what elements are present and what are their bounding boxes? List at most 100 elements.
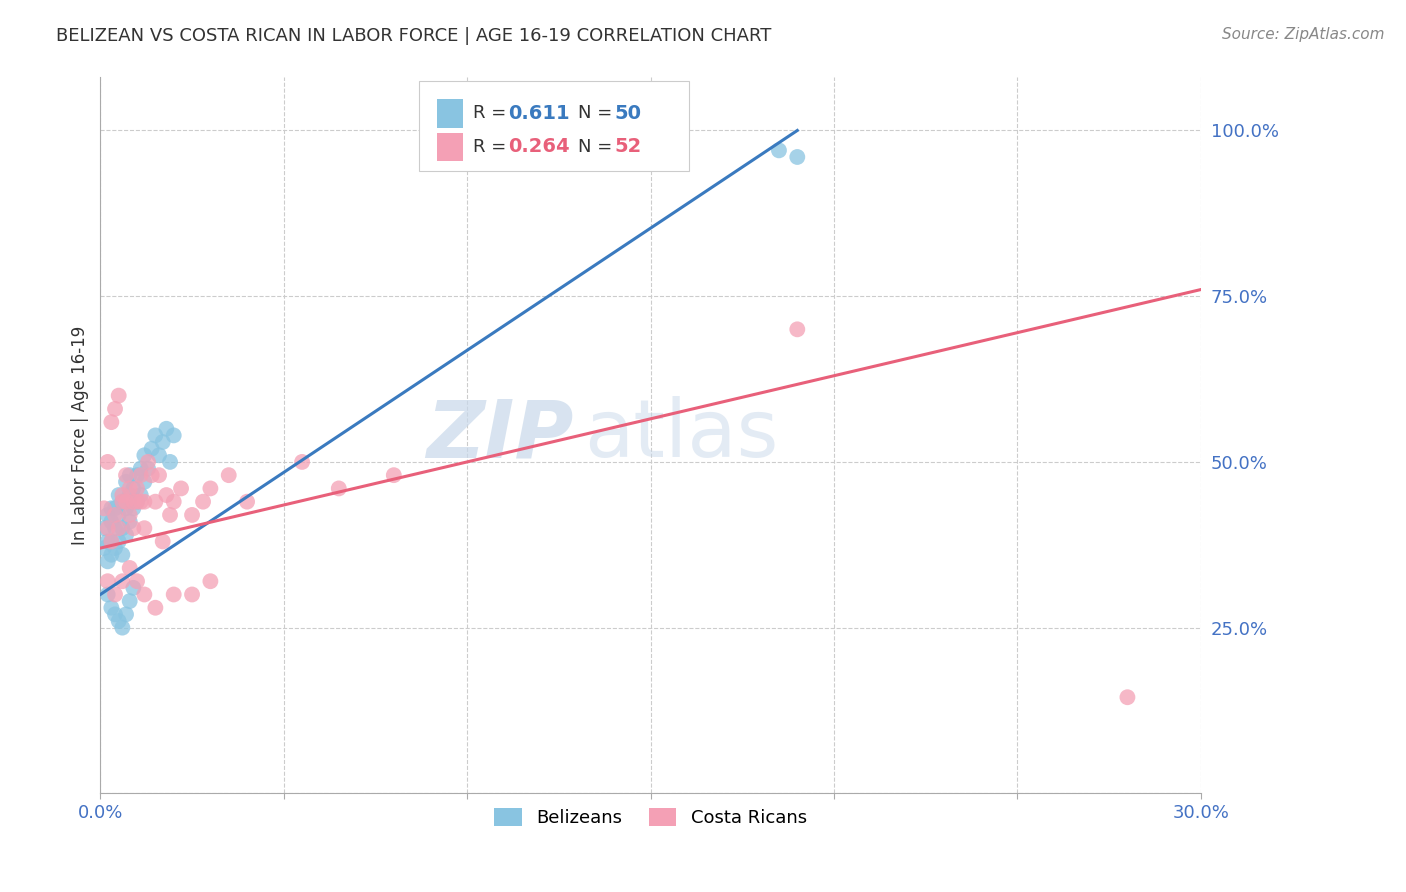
Belizeans [118, 468, 141, 483]
Costa Ricans [328, 482, 350, 496]
Belizeans [136, 461, 159, 475]
FancyBboxPatch shape [419, 81, 689, 170]
Belizeans [111, 494, 134, 508]
Costa Ricans [786, 322, 808, 336]
Costa Ricans [129, 494, 152, 508]
Belizeans [115, 501, 138, 516]
Costa Ricans [191, 494, 214, 508]
Costa Ricans [100, 415, 122, 429]
Text: N =: N = [578, 104, 619, 122]
Costa Ricans [236, 494, 259, 508]
Costa Ricans [118, 508, 141, 522]
Belizeans [100, 548, 122, 562]
Costa Ricans [136, 455, 159, 469]
Belizeans [107, 488, 129, 502]
Belizeans [129, 488, 152, 502]
Belizeans [104, 521, 127, 535]
Belizeans [122, 482, 145, 496]
Belizeans [100, 515, 122, 529]
Belizeans [148, 448, 170, 462]
Costa Ricans [115, 494, 138, 508]
Belizeans [122, 501, 145, 516]
Text: 0.611: 0.611 [509, 103, 571, 123]
Belizeans [118, 488, 141, 502]
Costa Ricans [125, 482, 148, 496]
Costa Ricans [111, 494, 134, 508]
Costa Ricans [163, 494, 186, 508]
Belizeans [115, 528, 138, 542]
Belizeans [100, 501, 122, 516]
Belizeans [111, 521, 134, 535]
Y-axis label: In Labor Force | Age 16-19: In Labor Force | Age 16-19 [72, 326, 89, 545]
Costa Ricans [382, 468, 405, 483]
Costa Ricans [111, 574, 134, 589]
Text: 0.264: 0.264 [509, 137, 571, 156]
Costa Ricans [100, 534, 122, 549]
Costa Ricans [134, 521, 156, 535]
Costa Ricans [200, 574, 222, 589]
Belizeans [107, 614, 129, 628]
Costa Ricans [93, 501, 115, 516]
Belizeans [786, 150, 808, 164]
Costa Ricans [159, 508, 181, 522]
Costa Ricans [118, 561, 141, 575]
Belizeans [163, 428, 186, 442]
Text: N =: N = [578, 138, 619, 156]
Belizeans [104, 607, 127, 622]
Costa Ricans [141, 468, 163, 483]
Belizeans [97, 587, 120, 601]
Belizeans [97, 534, 120, 549]
Belizeans [159, 455, 181, 469]
Costa Ricans [111, 488, 134, 502]
Costa Ricans [104, 508, 127, 522]
Belizeans [122, 581, 145, 595]
Belizeans [107, 508, 129, 522]
Text: R =: R = [474, 138, 512, 156]
Costa Ricans [107, 389, 129, 403]
Belizeans [125, 494, 148, 508]
Legend: Belizeans, Costa Ricans: Belizeans, Costa Ricans [488, 801, 814, 834]
Belizeans [115, 607, 138, 622]
Belizeans [134, 448, 156, 462]
Costa Ricans [148, 468, 170, 483]
Text: atlas: atlas [585, 396, 779, 475]
Costa Ricans [107, 521, 129, 535]
Belizeans [768, 144, 790, 158]
Costa Ricans [97, 521, 120, 535]
Costa Ricans [163, 587, 186, 601]
Belizeans [100, 534, 122, 549]
Belizeans [104, 501, 127, 516]
Belizeans [97, 554, 120, 568]
Belizeans [141, 442, 163, 456]
Costa Ricans [145, 494, 167, 508]
Belizeans [134, 475, 156, 489]
Belizeans [107, 534, 129, 549]
Belizeans [155, 422, 177, 436]
Costa Ricans [129, 468, 152, 483]
Costa Ricans [122, 494, 145, 508]
Costa Ricans [104, 401, 127, 416]
Belizeans [93, 541, 115, 555]
Costa Ricans [125, 574, 148, 589]
Costa Ricans [104, 587, 127, 601]
Belizeans [125, 468, 148, 483]
Costa Ricans [115, 468, 138, 483]
Costa Ricans [125, 494, 148, 508]
Text: R =: R = [474, 104, 512, 122]
Costa Ricans [134, 494, 156, 508]
Belizeans [100, 600, 122, 615]
Belizeans [115, 475, 138, 489]
Costa Ricans [181, 587, 204, 601]
Costa Ricans [200, 482, 222, 496]
Belizeans [118, 515, 141, 529]
Costa Ricans [134, 587, 156, 601]
Belizeans [97, 508, 120, 522]
Costa Ricans [181, 508, 204, 522]
Costa Ricans [170, 482, 193, 496]
Belizeans [145, 428, 167, 442]
Text: BELIZEAN VS COSTA RICAN IN LABOR FORCE | AGE 16-19 CORRELATION CHART: BELIZEAN VS COSTA RICAN IN LABOR FORCE |… [56, 27, 772, 45]
Costa Ricans [97, 455, 120, 469]
Costa Ricans [145, 600, 167, 615]
Belizeans [118, 594, 141, 608]
Costa Ricans [1116, 690, 1139, 705]
